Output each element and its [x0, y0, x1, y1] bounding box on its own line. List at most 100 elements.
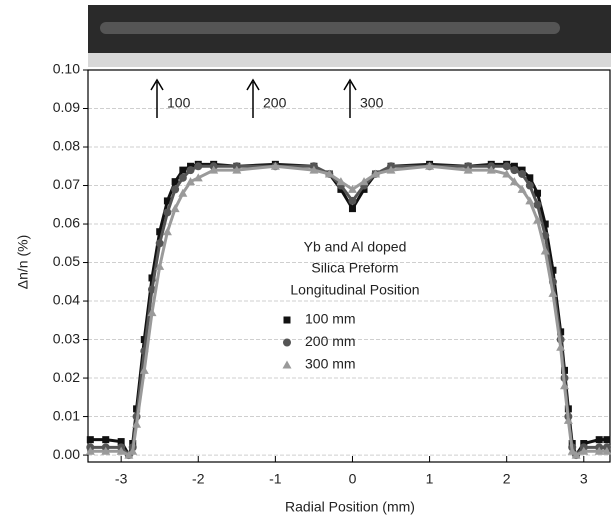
- marker: [567, 446, 577, 455]
- legend-title: Silica Preform: [311, 260, 398, 276]
- marker: [179, 166, 187, 174]
- marker: [283, 338, 291, 347]
- marker: [139, 365, 149, 374]
- marker: [147, 308, 157, 317]
- marker: [509, 177, 519, 186]
- marker: [163, 197, 171, 205]
- marker: [541, 220, 549, 228]
- marker: [603, 436, 611, 444]
- arrow-head: [246, 78, 260, 91]
- marker: [178, 188, 188, 197]
- marker: [602, 446, 611, 455]
- marker: [232, 165, 242, 174]
- x-tick-label: 1: [426, 471, 434, 487]
- x-tick-label: -2: [192, 471, 205, 487]
- legend-title: Yb and Al doped: [304, 239, 407, 255]
- marker: [556, 342, 566, 351]
- marker: [102, 436, 110, 444]
- y-axis-label: Δn/n (%): [15, 235, 31, 289]
- marker: [171, 178, 179, 186]
- y-tick-label: 0.10: [53, 61, 80, 77]
- marker: [117, 438, 125, 446]
- marker: [594, 446, 604, 455]
- marker: [193, 173, 203, 182]
- marker: [502, 169, 512, 178]
- series-line: [90, 164, 607, 457]
- marker: [155, 261, 165, 270]
- ruler: [88, 53, 611, 67]
- marker: [595, 436, 603, 444]
- marker: [486, 165, 496, 174]
- marker: [371, 169, 381, 178]
- marker: [163, 208, 172, 217]
- y-tick-label: 0.00: [53, 446, 80, 462]
- y-tick-label: 0.06: [53, 215, 80, 231]
- x-axis-label: Radial Position (mm): [285, 499, 415, 515]
- preform-rod: [100, 22, 560, 34]
- y-tick-label: 0.09: [53, 99, 80, 115]
- legend-title: Longitudinal Position: [290, 282, 419, 298]
- marker: [517, 184, 527, 193]
- marker: [533, 215, 543, 224]
- marker: [155, 239, 164, 248]
- marker: [571, 450, 581, 459]
- legend-label: 100 mm: [305, 311, 356, 327]
- marker: [178, 173, 187, 182]
- marker: [526, 174, 534, 182]
- y-tick-label: 0.02: [53, 369, 80, 385]
- annotation: 300: [360, 95, 384, 111]
- marker: [283, 316, 291, 324]
- marker: [525, 196, 535, 205]
- marker: [194, 162, 203, 171]
- y-tick-label: 0.08: [53, 138, 80, 154]
- legend-label: 300 mm: [305, 356, 356, 372]
- marker: [548, 288, 558, 297]
- x-tick-label: -1: [269, 471, 282, 487]
- annotation: 100: [167, 95, 191, 111]
- marker: [540, 246, 550, 255]
- marker: [85, 446, 95, 455]
- marker: [186, 177, 196, 186]
- marker: [209, 165, 219, 174]
- marker: [463, 165, 473, 174]
- marker: [348, 196, 357, 205]
- marker: [309, 165, 319, 174]
- marker: [525, 181, 534, 190]
- arrow-head: [343, 78, 357, 91]
- marker: [359, 177, 369, 186]
- x-tick-label: -3: [115, 471, 128, 487]
- marker: [116, 446, 126, 455]
- marker: [147, 285, 156, 294]
- y-tick-label: 0.07: [53, 176, 80, 192]
- marker: [563, 415, 573, 424]
- y-tick-label: 0.05: [53, 253, 80, 269]
- marker: [348, 205, 356, 213]
- marker: [162, 227, 172, 236]
- marker: [518, 169, 527, 178]
- x-tick-label: 2: [503, 471, 511, 487]
- marker: [128, 446, 138, 455]
- marker: [132, 419, 142, 428]
- arrow-head: [150, 78, 164, 91]
- marker: [560, 381, 570, 390]
- marker: [171, 185, 180, 194]
- y-tick-label: 0.03: [53, 330, 80, 346]
- marker: [386, 165, 396, 174]
- marker: [282, 360, 292, 369]
- marker: [533, 200, 542, 209]
- marker: [534, 189, 542, 197]
- marker: [549, 266, 557, 274]
- marker: [86, 436, 94, 444]
- marker: [502, 162, 511, 171]
- marker: [186, 166, 195, 175]
- marker: [324, 169, 334, 178]
- y-tick-label: 0.01: [53, 407, 80, 423]
- preform-photo: [88, 5, 611, 67]
- marker: [156, 228, 164, 236]
- x-tick-label: 3: [580, 471, 588, 487]
- marker: [148, 274, 156, 282]
- marker: [579, 446, 589, 455]
- marker: [101, 446, 111, 455]
- marker: [347, 184, 357, 193]
